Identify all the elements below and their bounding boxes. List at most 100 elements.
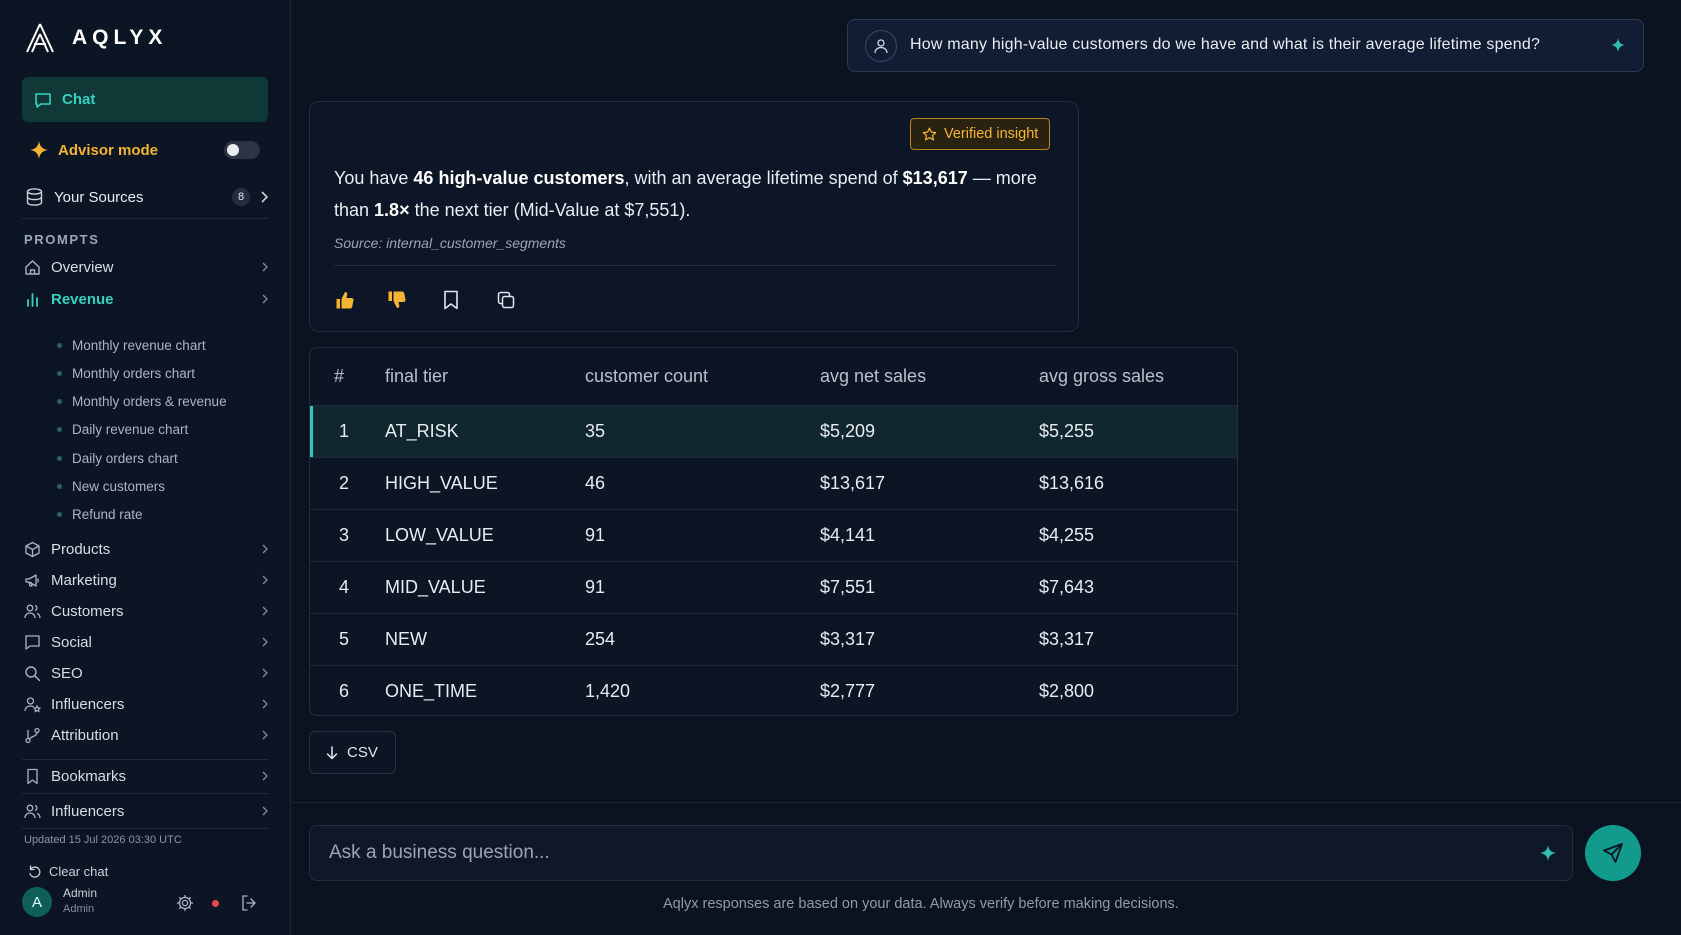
your-sources-item[interactable]: Your Sources 8 <box>26 186 268 208</box>
table-cell: 5 <box>310 613 385 666</box>
sidebar-item-label: Bookmarks <box>51 767 127 785</box>
advisor-mode-row: Advisor mode <box>30 139 260 161</box>
chevron-right-icon <box>262 544 268 554</box>
sidebar-item-label: Influencers <box>51 695 125 713</box>
sub-item-monthly-revenue-chart[interactable]: Monthly revenue chart <box>57 336 206 354</box>
column-header[interactable]: avg net sales <box>820 348 1039 406</box>
table-cell: 3 <box>310 509 385 562</box>
brand-name: AQLYX <box>72 26 168 49</box>
chat-button[interactable]: Chat <box>22 77 268 122</box>
sub-item-monthly-orders-revenue[interactable]: Monthly orders & revenue <box>57 392 227 410</box>
csv-download-button[interactable]: CSV <box>309 731 396 774</box>
sidebar-item-products[interactable]: Products <box>24 538 268 560</box>
sources-label: Your Sources <box>54 188 144 206</box>
table-cell: $13,617 <box>820 457 1039 510</box>
column-header[interactable]: customer count <box>585 348 820 406</box>
gear-icon[interactable] <box>176 894 194 912</box>
bookmark-icon[interactable] <box>440 289 462 311</box>
user-icon <box>865 30 897 62</box>
table-cell: 91 <box>585 561 820 614</box>
bullet-dot <box>57 483 62 489</box>
advisor-toggle[interactable] <box>224 141 260 159</box>
chevron-right-icon <box>262 806 268 816</box>
thumbs-down-icon[interactable] <box>386 289 408 311</box>
search-icon <box>24 665 41 682</box>
table-cell: $13,616 <box>1039 457 1237 510</box>
table-cell: $7,551 <box>820 561 1039 614</box>
chat-icon <box>34 91 52 109</box>
send-button[interactable] <box>1585 825 1641 881</box>
column-header[interactable]: final tier <box>385 348 585 406</box>
sources-count-badge: 8 <box>232 188 250 206</box>
chevron-right-icon <box>262 294 268 304</box>
table-row[interactable]: 2 HIGH_VALUE 46 $13,617 $13,616 <box>310 457 1237 510</box>
chevron-right-icon <box>262 262 268 272</box>
table-cell: 2 <box>310 457 385 510</box>
bullet-dot <box>57 511 62 517</box>
sidebar-item-marketing[interactable]: Marketing <box>24 569 268 591</box>
table-cell: 1 <box>310 405 385 458</box>
star-icon <box>922 127 937 142</box>
composer <box>309 825 1573 881</box>
sidebar-item-seo[interactable]: SEO <box>24 662 268 684</box>
megaphone-icon <box>24 572 41 589</box>
sidebar-item-label: Products <box>51 540 111 558</box>
sidebar-item-overview[interactable]: Overview <box>24 256 268 278</box>
sub-item-daily-revenue-chart[interactable]: Daily revenue chart <box>57 420 188 438</box>
sidebar-item-influencers[interactable]: Influencers <box>24 693 268 715</box>
table-row[interactable]: 4 MID_VALUE 91 $7,551 $7,643 <box>310 561 1237 614</box>
table-cell: 4 <box>310 561 385 614</box>
sub-item-label: Daily orders chart <box>72 450 178 466</box>
sidebar-item-label: Revenue <box>51 290 114 308</box>
copy-icon[interactable] <box>495 289 517 311</box>
sub-item-daily-orders-chart[interactable]: Daily orders chart <box>57 449 178 467</box>
table-row[interactable]: 3 LOW_VALUE 91 $4,141 $4,255 <box>310 509 1237 562</box>
sub-item-monthly-orders-chart[interactable]: Monthly orders chart <box>57 364 195 382</box>
verified-label: Verified insight <box>944 126 1039 142</box>
column-header[interactable]: # <box>310 348 385 406</box>
home-icon <box>24 259 41 276</box>
sparkle-icon <box>1611 38 1625 52</box>
sidebar-item-social[interactable]: Social <box>24 631 268 653</box>
arrow-down-icon <box>326 745 338 760</box>
sidebar-item-label: Attribution <box>51 726 119 744</box>
avatar[interactable]: A <box>22 887 52 917</box>
table-row[interactable]: 5 NEW 254 $3,317 $3,317 <box>310 613 1237 666</box>
sidebar-item-revenue[interactable]: Revenue <box>24 288 268 310</box>
chevron-right-icon <box>260 191 268 203</box>
clear-chat-button[interactable]: Clear chat <box>28 864 108 879</box>
sub-item-refund-rate[interactable]: Refund rate <box>57 505 143 523</box>
sparkle-icon[interactable] <box>1540 845 1556 861</box>
brand[interactable]: AQLYX <box>24 22 167 54</box>
answer-source: Source: internal_customer_segments <box>334 235 566 251</box>
branch-icon <box>24 727 41 744</box>
sub-item-label: Daily revenue chart <box>72 421 189 437</box>
sidebar-item-customers[interactable]: Customers <box>24 600 268 622</box>
thumbs-up-icon[interactable] <box>334 289 356 311</box>
logo-icon <box>24 22 56 54</box>
table-row[interactable]: 1 AT_RISK 35 $5,209 $5,255 <box>310 405 1237 458</box>
sidebar-item-label: SEO <box>51 664 83 682</box>
question-input[interactable] <box>310 826 1520 880</box>
column-header[interactable]: avg gross sales <box>1039 348 1237 406</box>
table-cell: $4,255 <box>1039 509 1237 562</box>
user-question-bubble: How many high-value customers do we have… <box>847 19 1644 72</box>
sidebar-item-influencers-secondary[interactable]: Influencers <box>24 800 268 822</box>
table-row[interactable]: 6 ONE_TIME 1,420 $2,777 $2,800 <box>310 665 1237 715</box>
user-profile: A Admin Admin <box>22 886 270 920</box>
disclaimer-text: Aqlyx responses are based on your data. … <box>663 896 1179 912</box>
logout-icon[interactable] <box>240 894 258 912</box>
sidebar-item-label: Social <box>51 633 92 651</box>
sidebar-item-bookmarks[interactable]: Bookmarks <box>24 765 268 787</box>
table-cell: $2,800 <box>1039 680 1095 701</box>
sub-item-new-customers[interactable]: New customers <box>57 477 165 495</box>
divider <box>334 265 1055 266</box>
answer-card: Verified insight You have 46 high-value … <box>309 101 1079 332</box>
divider <box>292 802 1681 803</box>
table-cell: HIGH_VALUE <box>385 457 585 510</box>
prompts-title: PROMPTS <box>24 232 100 247</box>
divider <box>22 759 268 760</box>
divider <box>22 828 268 829</box>
sidebar-item-attribution[interactable]: Attribution <box>24 724 268 746</box>
table-cell: $7,643 <box>1039 561 1237 614</box>
